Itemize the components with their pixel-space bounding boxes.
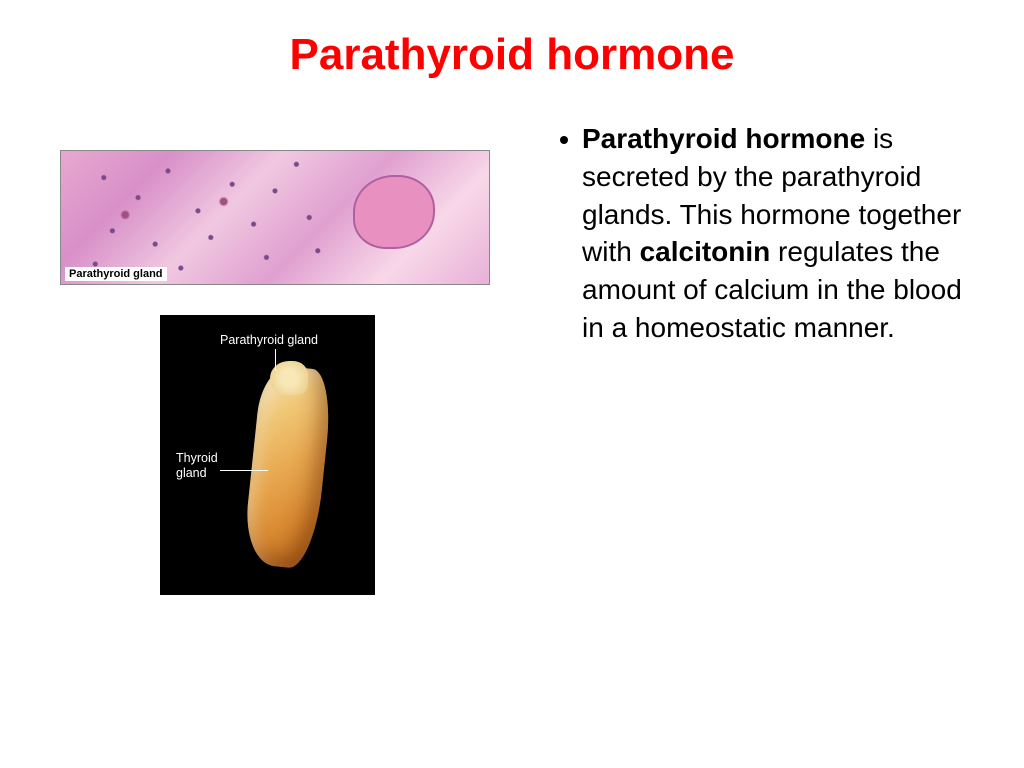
content-row: Parathyroid gland Parathyroid gland Thyr…	[60, 120, 964, 595]
anatomy-image: Parathyroid gland Thyroidgland	[160, 315, 375, 595]
bullet-item: Parathyroid hormone is secreted by the p…	[560, 120, 964, 347]
bullet-bold-1: Parathyroid hormone	[582, 123, 865, 154]
right-column: Parathyroid hormone is secreted by the p…	[550, 120, 964, 595]
bullet-bold-2: calcitonin	[640, 236, 771, 267]
leader-line-parathyroid	[275, 349, 276, 371]
leader-line-thyroid	[220, 470, 268, 471]
slide: Parathyroid hormone Parathyroid gland Pa…	[0, 0, 1024, 768]
anatomy-label-thyroid: Thyroidgland	[176, 451, 218, 481]
left-column: Parathyroid gland Parathyroid gland Thyr…	[60, 120, 520, 595]
bullet-marker-icon	[560, 136, 568, 144]
histology-caption: Parathyroid gland	[65, 267, 167, 281]
slide-title: Parathyroid hormone	[60, 30, 964, 80]
bullet-text: Parathyroid hormone is secreted by the p…	[582, 120, 964, 347]
anatomy-label-parathyroid: Parathyroid gland	[220, 333, 318, 347]
histology-image: Parathyroid gland	[60, 150, 490, 285]
